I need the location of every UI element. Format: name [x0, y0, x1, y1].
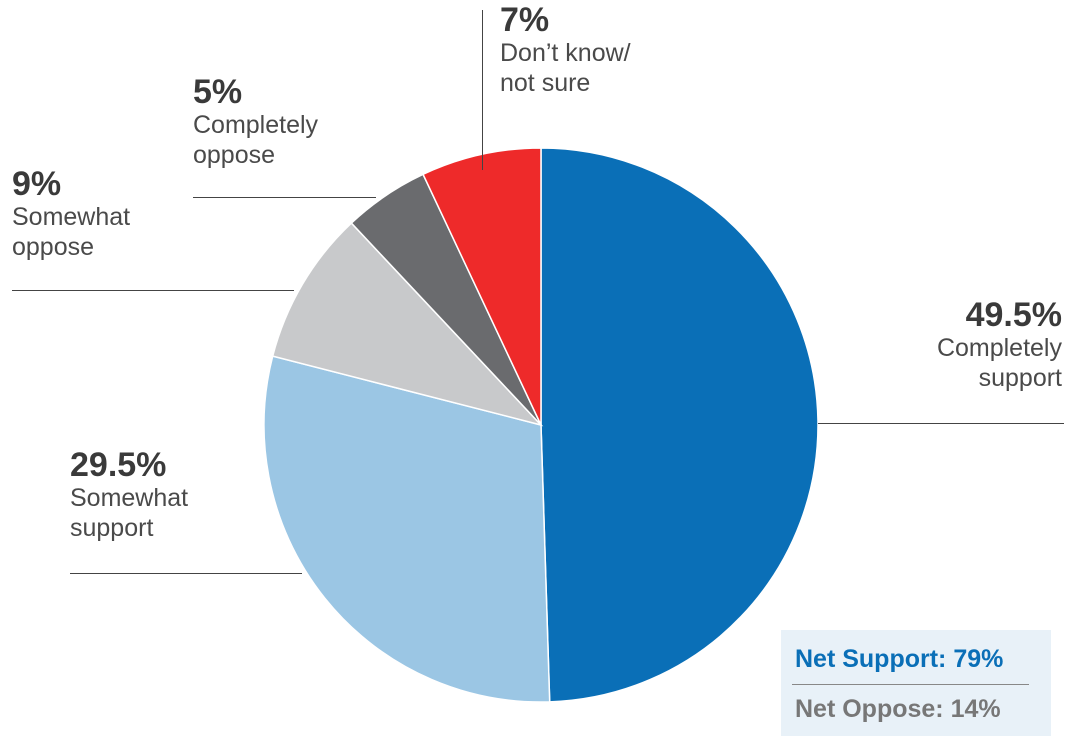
net-oppose-text: Net Oppose: 14%: [795, 695, 1001, 723]
net-summary-box: [781, 630, 1051, 736]
slice-completely-support: [540, 147, 819, 703]
label-somewhat-oppose-pct: 9%: [12, 165, 62, 203]
label-completely-oppose-pct: 5%: [193, 73, 243, 111]
net-support-text: Net Support: 79%: [795, 645, 1004, 673]
leader-somewhat-oppose: [12, 290, 294, 291]
label-completely-support-text: Completely support: [936, 334, 1062, 392]
leader-somewhat-support: [70, 573, 302, 574]
label-dont-know-pct: 7%: [500, 1, 550, 39]
leader-completely-oppose: [193, 197, 376, 198]
net-divider: [792, 684, 1029, 685]
label-somewhat-oppose: 9% Somewhat oppose: [12, 165, 131, 262]
label-somewhat-support-text: Somewhat support: [70, 484, 189, 542]
label-completely-support: 49.5% Completely support: [936, 296, 1062, 393]
label-dont-know-text: Don’t know/ not sure: [500, 39, 631, 97]
leader-completely-support: [818, 423, 1064, 424]
slice-dont-know: [422, 147, 542, 426]
label-completely-support-pct: 49.5%: [965, 296, 1062, 334]
label-completely-oppose-text: Completely oppose: [193, 111, 319, 169]
label-somewhat-support-pct: 29.5%: [70, 446, 167, 484]
label-somewhat-support: 29.5% Somewhat support: [70, 446, 189, 543]
label-dont-know: 7% Don’t know/ not sure: [500, 1, 631, 98]
slice-somewhat-support: [263, 355, 551, 703]
slice-somewhat-oppose: [271, 222, 544, 427]
leader-dont-know: [482, 10, 483, 170]
label-somewhat-oppose-text: Somewhat oppose: [12, 203, 131, 261]
label-completely-oppose: 5% Completely oppose: [193, 73, 319, 170]
